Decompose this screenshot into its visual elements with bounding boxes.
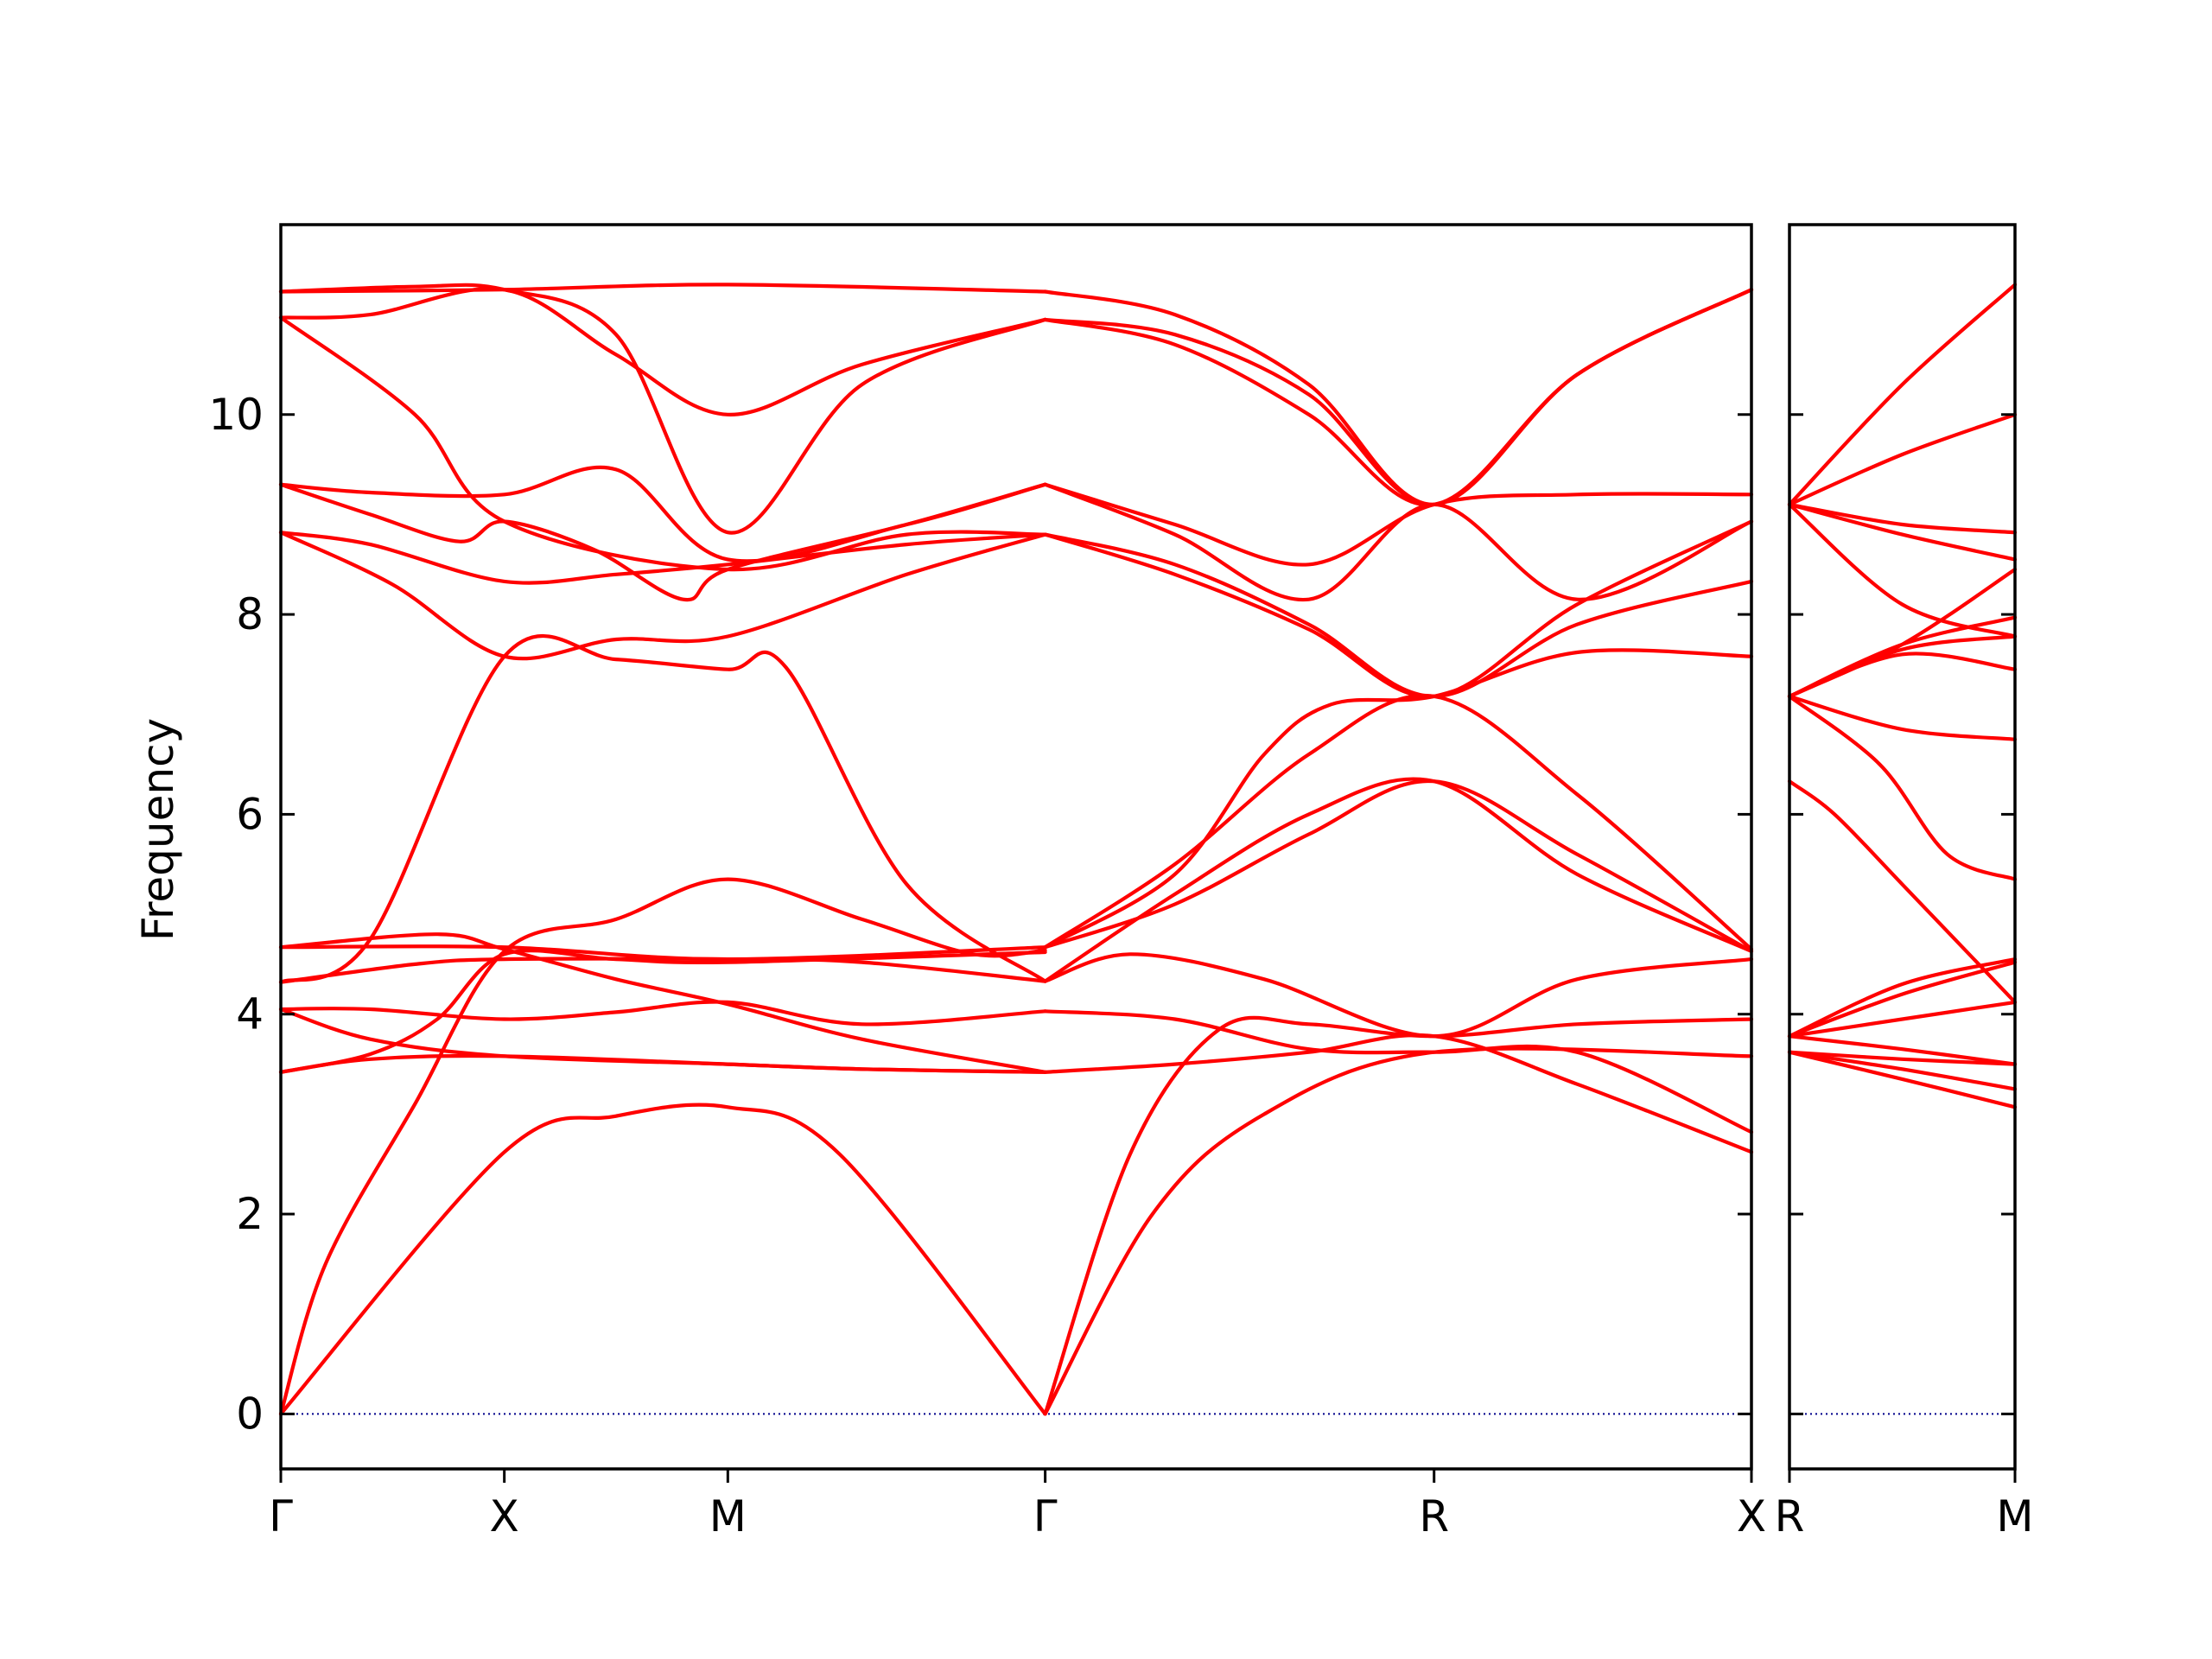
band-line-1	[1787, 1050, 2018, 1109]
band-line-8	[1787, 779, 2018, 1004]
band-line-31	[1043, 482, 1754, 567]
y-tick-label: 0	[236, 1389, 264, 1439]
band-line-13	[278, 465, 1047, 563]
band-line-9	[278, 944, 1047, 962]
band-line-5	[278, 1007, 1047, 1074]
band-line-9	[1787, 694, 2018, 881]
band-line-29	[1043, 519, 1754, 699]
band-line-2	[1787, 1050, 2018, 1091]
y-tick-label: 8	[236, 589, 264, 639]
band-line-11	[278, 531, 1047, 585]
band-line-24	[1043, 777, 1754, 983]
band-line-5	[1787, 1000, 2018, 1039]
band-line-7	[278, 957, 1047, 984]
band-line-10	[1787, 694, 2018, 741]
band-line-26	[1043, 648, 1754, 950]
x-tick-label-1: R	[1775, 1491, 1805, 1541]
band-line-12	[278, 531, 1047, 661]
band-line-4	[1787, 1034, 2018, 1066]
band-line-20	[1043, 1015, 1754, 1416]
y-tick-label: 4	[236, 989, 264, 1039]
band-line-6	[278, 1000, 1047, 1027]
band-line-18	[1787, 412, 2018, 506]
band-line-32	[1043, 288, 1754, 507]
band-line-30	[1043, 482, 1754, 602]
band-line-17	[1787, 502, 2018, 639]
x-tick-label-5: R	[1419, 1491, 1449, 1541]
band-line-19	[1787, 283, 2018, 506]
band-line-1	[278, 1103, 1047, 1416]
band-line-15	[278, 315, 1047, 572]
band-line-6	[1787, 960, 2018, 1039]
band-line-34	[1043, 288, 1754, 507]
band-line-15	[1787, 502, 2018, 535]
x-tick-label-3: M	[709, 1491, 747, 1541]
x-tick-label-2: X	[490, 1491, 519, 1541]
band-line-17	[278, 283, 1047, 535]
band-line-27	[1043, 693, 1754, 951]
band-line-7	[1787, 957, 2018, 1039]
band-line-13	[1787, 652, 2018, 698]
band-line-8	[278, 634, 1047, 984]
band-line-19	[1043, 1046, 1754, 1416]
y-tick-label: 10	[208, 390, 264, 440]
band-line-21	[1043, 1033, 1754, 1154]
band-line-10	[278, 932, 1047, 1074]
band-line-2	[278, 877, 1047, 1416]
band-line-16	[278, 286, 1047, 416]
band-panel-main: 0 2 4 6 8 10 Γ X M Γ R X	[208, 223, 1766, 1541]
band-line-3	[1787, 1050, 2018, 1066]
y-tick-label: 2	[236, 1189, 264, 1239]
band-line-16	[1787, 502, 2018, 562]
band-line-23	[1043, 952, 1754, 1039]
y-axis-label: Frequency	[133, 718, 183, 941]
y-tick-label: 6	[236, 789, 264, 839]
band-line-11	[1787, 567, 2018, 698]
band-line-33	[1043, 288, 1754, 507]
x-tick-label-2: M	[1996, 1491, 2033, 1541]
x-tick-label-4: Γ	[1033, 1491, 1058, 1541]
axes-frame	[279, 223, 1753, 1471]
axes-frame	[1788, 223, 2017, 1471]
band-line-14	[1787, 634, 2018, 698]
x-tick-label-1: Γ	[269, 1491, 293, 1541]
band-line-18	[278, 283, 1047, 294]
band-line-28	[1043, 532, 1754, 698]
band-line-22	[1043, 1009, 1754, 1135]
band-line-14	[278, 482, 1047, 602]
band-line-25	[1043, 779, 1754, 953]
x-tick-label-6: X	[1737, 1491, 1766, 1541]
